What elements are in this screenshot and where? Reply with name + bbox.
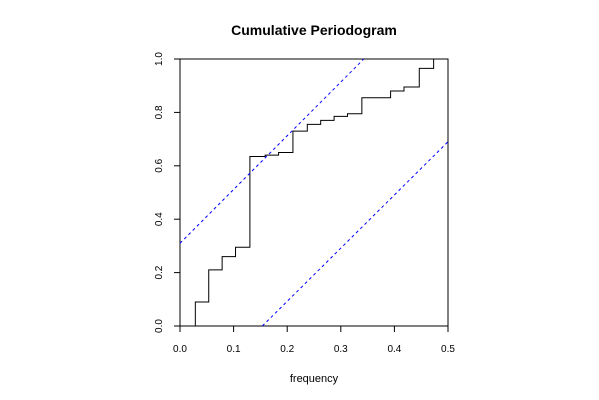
lower-confidence-band-line — [261, 141, 449, 327]
x-tick-label: 0.3 — [334, 344, 348, 355]
y-axis: 0.0 0.2 0.4 0.6 0.8 1.0 — [154, 52, 180, 333]
y-tick-label: 0.2 — [154, 265, 165, 279]
x-tick-label: 0.5 — [441, 344, 455, 355]
x-tick-label: 0.1 — [227, 344, 241, 355]
x-axis-label: frequency — [290, 373, 339, 385]
y-tick-label: 0.4 — [154, 212, 165, 226]
series-layer — [179, 58, 449, 327]
chart-title: Cumulative Periodogram — [231, 22, 397, 38]
x-axis: 0.0 0.1 0.2 0.3 0.4 0.5 — [173, 326, 455, 355]
y-tick-label: 0.0 — [154, 319, 165, 333]
cumulative-periodogram-step-line — [194, 59, 435, 326]
plot-frame — [179, 58, 449, 327]
x-tick-label: 0.0 — [173, 344, 187, 355]
y-tick-label: 0.6 — [154, 158, 165, 172]
x-tick-label: 0.2 — [280, 344, 294, 355]
y-tick-label: 1.0 — [154, 52, 165, 66]
upper-confidence-band-line — [179, 58, 365, 244]
x-tick-label: 0.4 — [387, 344, 401, 355]
y-tick-label: 0.8 — [154, 105, 165, 119]
